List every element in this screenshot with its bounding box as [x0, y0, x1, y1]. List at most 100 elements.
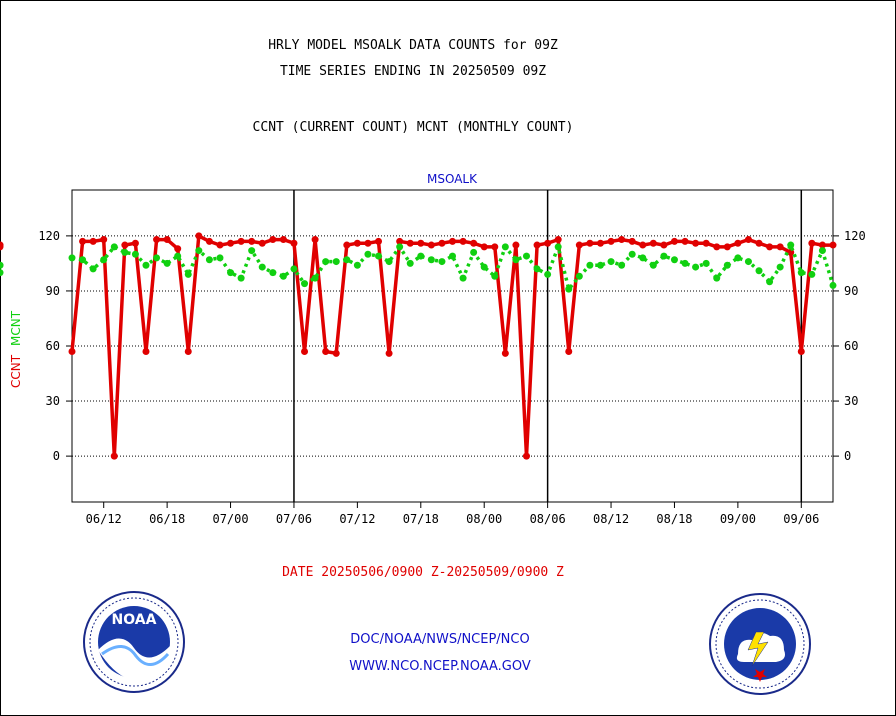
y-tick-label-left: 120	[38, 229, 60, 243]
data-point-mcnt	[713, 274, 721, 282]
data-point-ccnt	[163, 236, 171, 244]
data-point-mcnt	[385, 258, 393, 266]
data-point-ccnt	[301, 348, 309, 356]
series-line-ccnt	[70, 234, 833, 458]
data-point-ccnt	[586, 239, 594, 247]
data-point-mcnt	[184, 270, 192, 278]
data-point-ccnt	[692, 239, 700, 247]
data-point-ccnt	[258, 239, 266, 247]
data-point-mcnt	[734, 254, 742, 262]
data-point-ccnt	[396, 237, 404, 245]
data-point-mcnt	[522, 252, 530, 260]
data-point-ccnt	[470, 239, 478, 247]
data-point-ccnt	[417, 239, 425, 247]
data-point-ccnt	[755, 239, 763, 247]
data-point-ccnt	[639, 241, 647, 249]
data-point-mcnt	[776, 263, 784, 271]
data-point-ccnt	[734, 239, 742, 247]
data-point-ccnt	[438, 239, 446, 247]
data-point-mcnt	[670, 256, 678, 264]
data-point-mcnt	[586, 261, 594, 269]
data-point-ccnt	[216, 241, 224, 249]
data-point-mcnt	[248, 247, 256, 255]
series-line-mcnt	[71, 243, 835, 291]
data-point-mcnt	[491, 272, 499, 280]
data-point-ccnt	[713, 243, 721, 251]
national-weather-service-logo	[708, 592, 812, 700]
data-point-mcnt	[723, 261, 731, 269]
data-point-ccnt	[766, 243, 774, 251]
footer-website[interactable]: WWW.NCO.NCEP.NOAA.GOV	[349, 659, 531, 674]
data-point-mcnt	[216, 254, 224, 262]
data-point-mcnt	[375, 252, 383, 260]
data-point-ccnt	[660, 241, 668, 249]
data-point-ccnt	[406, 239, 414, 247]
data-point-mcnt	[660, 252, 668, 260]
data-point-ccnt	[744, 236, 752, 244]
data-point-ccnt	[533, 241, 541, 249]
data-point-ccnt	[332, 349, 340, 357]
x-tick-label: 07/00	[212, 512, 248, 526]
data-point-mcnt	[100, 256, 108, 264]
data-point-mcnt	[332, 258, 340, 266]
data-point-mcnt	[797, 269, 805, 277]
data-point-mcnt	[533, 265, 541, 273]
data-point-mcnt	[237, 274, 245, 282]
data-point-ccnt	[702, 239, 710, 247]
data-point-mcnt	[195, 247, 203, 255]
x-tick-label: 07/12	[339, 512, 375, 526]
data-point-mcnt	[575, 272, 583, 280]
data-point-ccnt	[596, 239, 604, 247]
data-point-mcnt	[649, 261, 657, 269]
data-point-ccnt	[522, 452, 530, 460]
data-point-ccnt	[121, 241, 129, 249]
data-point-ccnt	[0, 241, 4, 249]
data-point-mcnt	[89, 265, 97, 273]
x-tick-label: 07/06	[276, 512, 312, 526]
data-point-mcnt	[0, 261, 4, 269]
data-point-ccnt	[575, 241, 583, 249]
data-point-ccnt	[385, 349, 393, 357]
data-point-ccnt	[375, 237, 383, 245]
data-point-ccnt	[607, 237, 615, 245]
data-point-mcnt	[153, 254, 161, 262]
plot-label: MSOALK	[427, 172, 477, 186]
data-point-ccnt	[628, 237, 636, 245]
data-point-mcnt	[829, 281, 837, 289]
data-point-ccnt	[142, 348, 150, 356]
data-point-ccnt	[776, 243, 784, 251]
noaa-logo: NOAA	[80, 590, 188, 698]
data-point-mcnt	[343, 256, 351, 264]
data-point-mcnt	[427, 256, 435, 264]
footer-agency: DOC/NOAA/NWS/NCEP/NCO	[350, 632, 530, 647]
x-tick-label: 09/00	[720, 512, 756, 526]
data-point-mcnt	[322, 258, 330, 266]
y-tick-label-right: 120	[844, 229, 866, 243]
data-point-ccnt	[797, 348, 805, 356]
data-point-ccnt	[100, 236, 108, 244]
data-point-ccnt	[79, 237, 87, 245]
data-point-ccnt	[322, 348, 330, 356]
data-point-mcnt	[163, 259, 171, 267]
data-point-mcnt	[269, 269, 277, 277]
data-point-ccnt	[174, 245, 182, 253]
data-point-ccnt	[565, 348, 573, 356]
data-point-mcnt	[755, 267, 763, 275]
data-point-mcnt	[68, 254, 76, 262]
data-point-mcnt	[512, 256, 520, 264]
data-point-ccnt	[649, 239, 657, 247]
y-tick-label-right: 30	[844, 394, 858, 408]
y-tick-label-right: 60	[844, 339, 858, 353]
data-point-mcnt	[470, 248, 478, 256]
x-tick-label: 06/12	[86, 512, 122, 526]
data-point-mcnt	[174, 252, 182, 260]
data-point-mcnt	[628, 250, 636, 258]
x-tick-label: 08/18	[656, 512, 692, 526]
y-tick-label-left: 90	[46, 284, 60, 298]
data-point-mcnt	[596, 261, 604, 269]
data-point-mcnt	[438, 258, 446, 266]
data-point-ccnt	[131, 239, 139, 247]
data-point-ccnt	[290, 239, 298, 247]
data-point-ccnt	[501, 349, 509, 357]
data-point-mcnt	[301, 280, 309, 288]
